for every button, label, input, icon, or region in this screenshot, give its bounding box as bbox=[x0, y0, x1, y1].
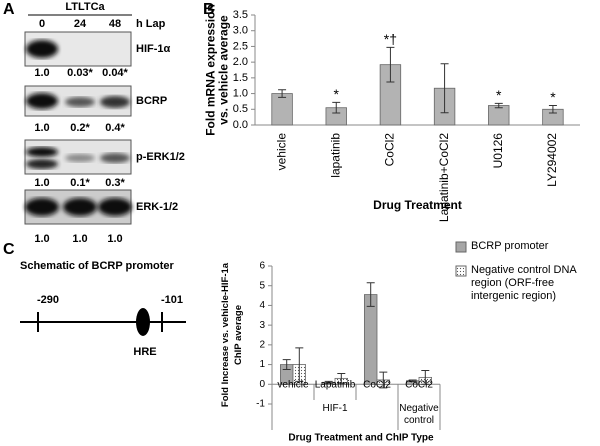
legend-swatch bbox=[455, 241, 467, 253]
y-tick-label: 0.5 bbox=[233, 103, 248, 115]
error-bar bbox=[386, 46, 395, 83]
error-bar bbox=[366, 282, 375, 307]
y-tick-label: 5 bbox=[259, 280, 265, 291]
blot-value: 1.0 bbox=[34, 177, 49, 189]
significance-mark: * bbox=[550, 89, 556, 105]
y-tick-label: 0.0 bbox=[233, 119, 248, 131]
lane-label: 24 bbox=[74, 18, 87, 30]
y-axis-label: Fold Increase vs. vehicle-HIF-1a bbox=[220, 262, 231, 407]
blot-value: 0.04* bbox=[102, 67, 128, 79]
bar bbox=[363, 294, 378, 385]
y-tick-label: 3.0 bbox=[233, 25, 248, 37]
y-tick-label: 3.5 bbox=[233, 9, 248, 21]
blot-value: 1.0 bbox=[72, 233, 87, 245]
significance-mark: *† bbox=[384, 31, 397, 47]
position-label: -290 bbox=[37, 294, 59, 306]
legend-swatch bbox=[455, 265, 467, 277]
x-tick-label: Lapatinib+CoCl2 bbox=[437, 133, 451, 222]
x-axis-label: Drug Treatment and ChIP Type bbox=[288, 433, 434, 444]
y-tick-label: 3 bbox=[259, 320, 265, 331]
error-bar bbox=[337, 372, 346, 384]
blot-row-name: ERK-1/2 bbox=[136, 201, 178, 213]
y-tick-label: 2.5 bbox=[233, 40, 248, 52]
bar bbox=[488, 105, 510, 126]
y-tick-label: 1.0 bbox=[233, 87, 248, 99]
element-label: HRE bbox=[133, 346, 156, 358]
position-label: -101 bbox=[161, 294, 183, 306]
y-tick-label: 1.5 bbox=[233, 72, 248, 84]
y-tick-label: -1 bbox=[256, 399, 265, 410]
error-bar bbox=[494, 102, 503, 109]
y-tick-label: 1 bbox=[259, 359, 265, 370]
blot-header: LTLTCa bbox=[65, 1, 105, 13]
error-bar bbox=[332, 101, 341, 114]
y-tick-label: 2 bbox=[259, 339, 265, 350]
significance-mark: * bbox=[496, 87, 502, 103]
blot-row-name: HIF-1α bbox=[136, 43, 171, 55]
error-bar bbox=[379, 371, 388, 389]
blot-row-name: BCRP bbox=[136, 95, 167, 107]
group-label: Negative control bbox=[399, 403, 439, 426]
y-axis-label: Fold mRNA expression bbox=[204, 4, 218, 136]
blot-value: 1.0 bbox=[34, 122, 49, 134]
blot-row-name: p-ERK1/2 bbox=[136, 151, 185, 163]
panel-label: C bbox=[3, 241, 15, 258]
error-bar bbox=[548, 105, 557, 114]
group-label: Negative control bbox=[399, 403, 439, 426]
legend-label: BCRP promoter bbox=[471, 240, 549, 252]
x-tick-label: Lapatinib bbox=[315, 380, 356, 391]
blot-value: 0.4* bbox=[105, 122, 125, 134]
lane-label: 0 bbox=[39, 18, 45, 30]
group-label: HIF-1 bbox=[322, 403, 348, 414]
y-tick-label: 6 bbox=[259, 261, 265, 272]
x-tick-label: U0126 bbox=[491, 133, 505, 169]
x-tick-label: CoCl2 bbox=[405, 380, 433, 391]
error-bar bbox=[421, 369, 430, 385]
significance-mark: * bbox=[334, 86, 340, 102]
blot-value: 0.2* bbox=[70, 122, 90, 134]
error-bar bbox=[440, 63, 449, 114]
schematic-title: Schematic of BCRP promoter bbox=[20, 260, 175, 272]
x-axis-label: Drug Treatment bbox=[373, 198, 462, 212]
x-tick-label: vehicle bbox=[274, 133, 288, 171]
error-bar bbox=[324, 380, 333, 384]
legend-label: BCRP promoter bbox=[471, 240, 549, 252]
x-tick-label: CoCl2 bbox=[383, 133, 397, 167]
blot-value: 0.03* bbox=[67, 67, 93, 79]
bar bbox=[271, 93, 293, 126]
x-tick-label: CoCl2 bbox=[363, 380, 391, 391]
blot-value: 1.0 bbox=[34, 67, 49, 79]
legend-label: Negative control DNA region (ORF-free in… bbox=[471, 264, 577, 302]
hre-element bbox=[136, 308, 150, 336]
error-bar bbox=[295, 347, 304, 382]
blot-value: 0.3* bbox=[105, 177, 125, 189]
x-tick-label: lapatinib bbox=[328, 133, 342, 178]
lane-unit: h Lap bbox=[136, 18, 166, 30]
y-axis-label: vs. vehicle average bbox=[217, 15, 231, 125]
blot-value: 1.0 bbox=[34, 233, 49, 245]
error-bar bbox=[408, 379, 417, 383]
x-tick-label: LY294002 bbox=[545, 133, 559, 187]
lane-label: 48 bbox=[109, 18, 121, 30]
error-bar bbox=[282, 359, 291, 370]
panel-label: B bbox=[203, 1, 215, 18]
y-tick-label: 4 bbox=[259, 300, 265, 311]
error-bar bbox=[278, 89, 287, 98]
blot-images bbox=[24, 31, 132, 225]
group-label: HIF-1 bbox=[322, 403, 348, 414]
blot-value: 1.0 bbox=[107, 233, 122, 245]
panel-label: A bbox=[3, 1, 15, 18]
y-tick-label: 2.0 bbox=[233, 56, 248, 68]
blot-value: 0.1* bbox=[70, 177, 90, 189]
legend-label: Negative control DNA region (ORF-free in… bbox=[471, 264, 577, 302]
x-tick-label: vehicle bbox=[277, 380, 309, 391]
y-tick-label: 0 bbox=[259, 379, 265, 390]
y-axis-label: ChIP average bbox=[233, 305, 244, 365]
